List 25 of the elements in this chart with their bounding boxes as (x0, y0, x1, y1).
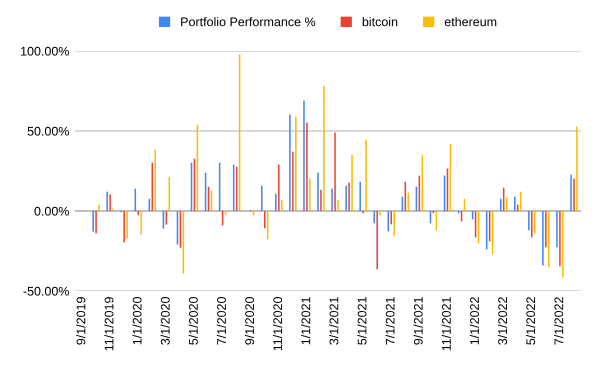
legend-label: Portfolio Performance % (181, 17, 316, 26)
y-tick-label: 0.00% (34, 206, 69, 216)
x-tick-label: 1/1/2021 (301, 297, 310, 344)
y-tick-label: 50.00% (28, 126, 69, 136)
x-tick-label: 11/1/2020 (272, 297, 282, 350)
x-tick-label: 7/1/2020 (216, 297, 226, 345)
x-tick-label: 9/1/2019 (76, 297, 86, 345)
x-tick-label: 5/1/2020 (188, 297, 198, 345)
legend-label: bitcoin (362, 17, 398, 26)
x-tick-label: 7/1/2021 (385, 297, 395, 345)
x-tick-label: 1/1/2020 (132, 297, 142, 344)
x-tick-label: 11/1/2019 (104, 297, 114, 350)
x-tick-label: 9/1/2020 (244, 297, 254, 345)
legend-label: ethereum (444, 17, 496, 26)
x-tick-label: 3/1/2020 (160, 297, 170, 345)
y-tick-label: 100.00% (21, 46, 70, 56)
y-tick-label: -50.00% (23, 286, 70, 296)
x-tick-label: 9/1/2021 (414, 297, 423, 345)
x-tick-label: 3/1/2021 (329, 297, 338, 345)
x-tick-label: 3/1/2022 (498, 297, 508, 345)
x-tick-label: 7/1/2022 (554, 297, 564, 345)
x-tick-label: 11/1/2021 (442, 297, 451, 350)
x-tick-label: 1/1/2022 (470, 297, 479, 344)
x-tick-label: 5/1/2022 (526, 297, 536, 345)
x-tick-label: 5/1/2021 (357, 297, 366, 345)
